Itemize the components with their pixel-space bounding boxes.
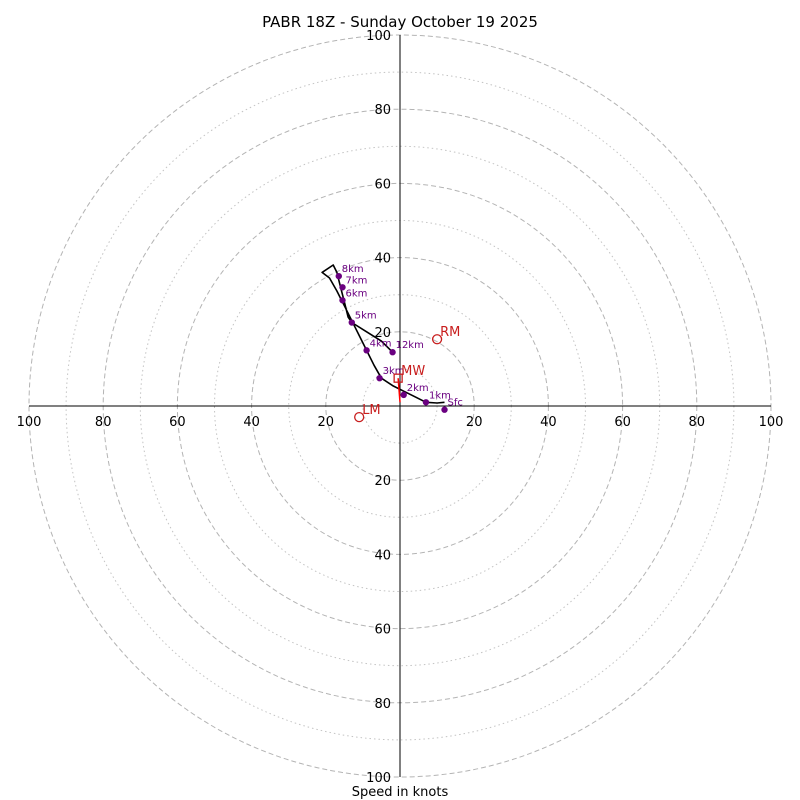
height-point-8km: [335, 272, 342, 280]
tick-label-up-60: 60: [374, 177, 391, 192]
x-axis-label: Speed in knots: [352, 785, 449, 800]
height-point-2km: [400, 391, 407, 399]
tick-label-right-100: 100: [759, 415, 784, 430]
tick-label-right-60: 60: [614, 415, 631, 430]
height-point-12km: [389, 349, 396, 356]
motion-marker-lm: [354, 411, 365, 423]
height-label-sfc: Sfc: [448, 398, 463, 409]
tick-label-left-40: 40: [243, 415, 260, 430]
tick-label-down-40: 40: [374, 548, 391, 563]
motion-label-mw: MW: [401, 364, 425, 379]
height-point-6km: [339, 297, 346, 304]
height-point-4km: [363, 347, 370, 354]
height-label-3km: 3km: [383, 366, 405, 377]
tick-labels: 20 40 60 80 100 20 40 60 80 100 20 40 60 80 100 20 40 60 8…: [17, 29, 784, 786]
height-point-sfc: [441, 406, 448, 413]
height-label-1km: 1km: [429, 390, 451, 401]
tick-label-right-80: 80: [689, 415, 706, 430]
height-label-7km: 7km: [345, 275, 367, 286]
height-label-12km: 12km: [396, 340, 424, 351]
height-point-1km: [422, 399, 430, 406]
wind-profile-line: [321, 264, 445, 404]
tick-label-up-20: 20: [374, 326, 391, 341]
tick-label-right-20: 20: [466, 415, 483, 430]
height-label-5km: 5km: [355, 311, 377, 322]
height-label-4km: 4km: [370, 338, 392, 349]
height-point-3km: [376, 374, 383, 382]
tick-label-left-80: 80: [95, 415, 112, 430]
height-label-2km: 2km: [407, 383, 429, 394]
tick-label-down-60: 60: [374, 623, 391, 638]
tick-label-left-100: 100: [17, 415, 42, 430]
tick-label-left-60: 60: [169, 415, 186, 430]
tick-label-left-20: 20: [318, 415, 335, 430]
motion-marker-rm: [431, 334, 443, 345]
motion-label-rm: RM: [440, 325, 460, 340]
tick-label-up-40: 40: [374, 252, 391, 267]
height-label-6km: 6km: [345, 288, 367, 299]
motion-label-lm: LM: [362, 403, 380, 418]
tick-label-down-20: 20: [374, 474, 391, 489]
tick-label-up-100: 100: [366, 29, 391, 44]
tick-label-up-80: 80: [374, 103, 391, 118]
wind-profile-upper-line: [351, 321, 394, 353]
tick-label-down-80: 80: [374, 697, 391, 712]
motion-marker-mw: [393, 373, 403, 383]
height-point-5km: [348, 319, 355, 326]
axes: [29, 35, 771, 777]
storm-motion-markers: RM LM MW: [354, 325, 460, 423]
tick-label-down-100: 100: [366, 771, 391, 786]
chart-title: PABR 18Z - Sunday October 19 2025: [262, 13, 538, 31]
tick-label-right-40: 40: [540, 415, 557, 430]
height-label-8km: 8km: [342, 264, 364, 275]
height-point-7km: [339, 284, 346, 291]
